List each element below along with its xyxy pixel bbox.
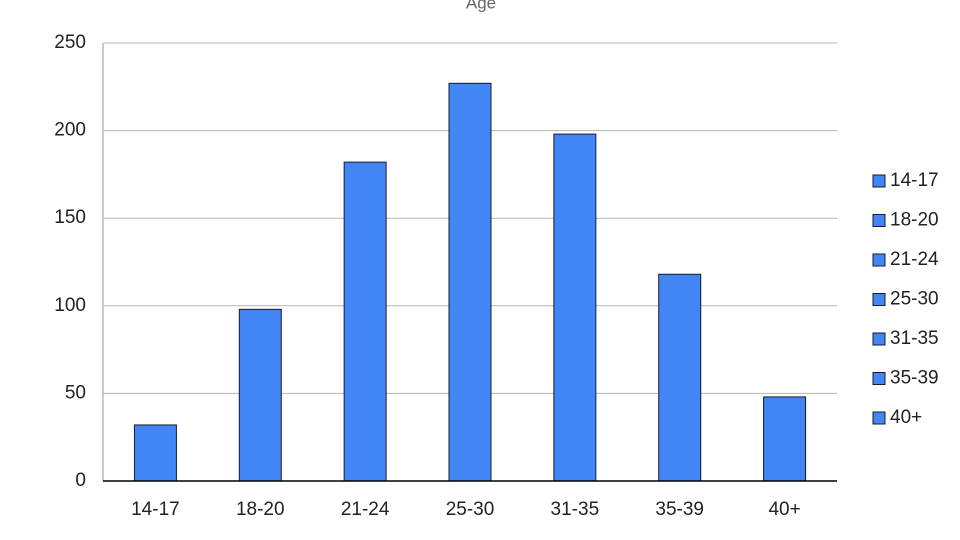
legend-swatch (872, 411, 886, 425)
y-tick-label: 50 (65, 382, 86, 403)
legend-label: 18-20 (890, 210, 939, 231)
bar (658, 273, 702, 482)
y-tick-label: 250 (54, 32, 86, 53)
legend-label: 35-39 (890, 368, 939, 389)
legend-swatch (872, 214, 886, 227)
legend-swatch (872, 332, 886, 346)
legend-label: 31-35 (890, 328, 939, 349)
bar (448, 82, 492, 482)
legend-swatch (872, 372, 886, 385)
legend-swatch (872, 253, 886, 267)
legend-label: 21-24 (890, 249, 939, 270)
bar (133, 424, 177, 482)
legend-label: 40+ (890, 407, 922, 428)
x-tick-label: 25-30 (446, 499, 495, 520)
y-tick-label: 200 (54, 120, 86, 141)
bar (238, 308, 282, 482)
legend-swatch (872, 293, 886, 306)
legend-label: 25-30 (890, 289, 939, 310)
bar (763, 396, 807, 482)
chart-title: Age (466, 0, 496, 12)
y-tick-label: 100 (54, 295, 86, 316)
y-tick-label: 0 (75, 470, 86, 491)
legend-label: 14-17 (890, 170, 939, 191)
bar (343, 161, 387, 482)
x-tick-label: 18-20 (236, 499, 285, 520)
x-tick-label: 35-39 (655, 499, 704, 520)
x-tick-label: 31-35 (551, 499, 600, 520)
x-tick-label: 21-24 (341, 499, 390, 520)
y-tick-label: 150 (54, 207, 86, 228)
x-tick-label: 14-17 (131, 499, 180, 520)
legend-swatch (872, 174, 886, 188)
bar (553, 133, 597, 482)
x-tick-label: 40+ (768, 499, 800, 520)
